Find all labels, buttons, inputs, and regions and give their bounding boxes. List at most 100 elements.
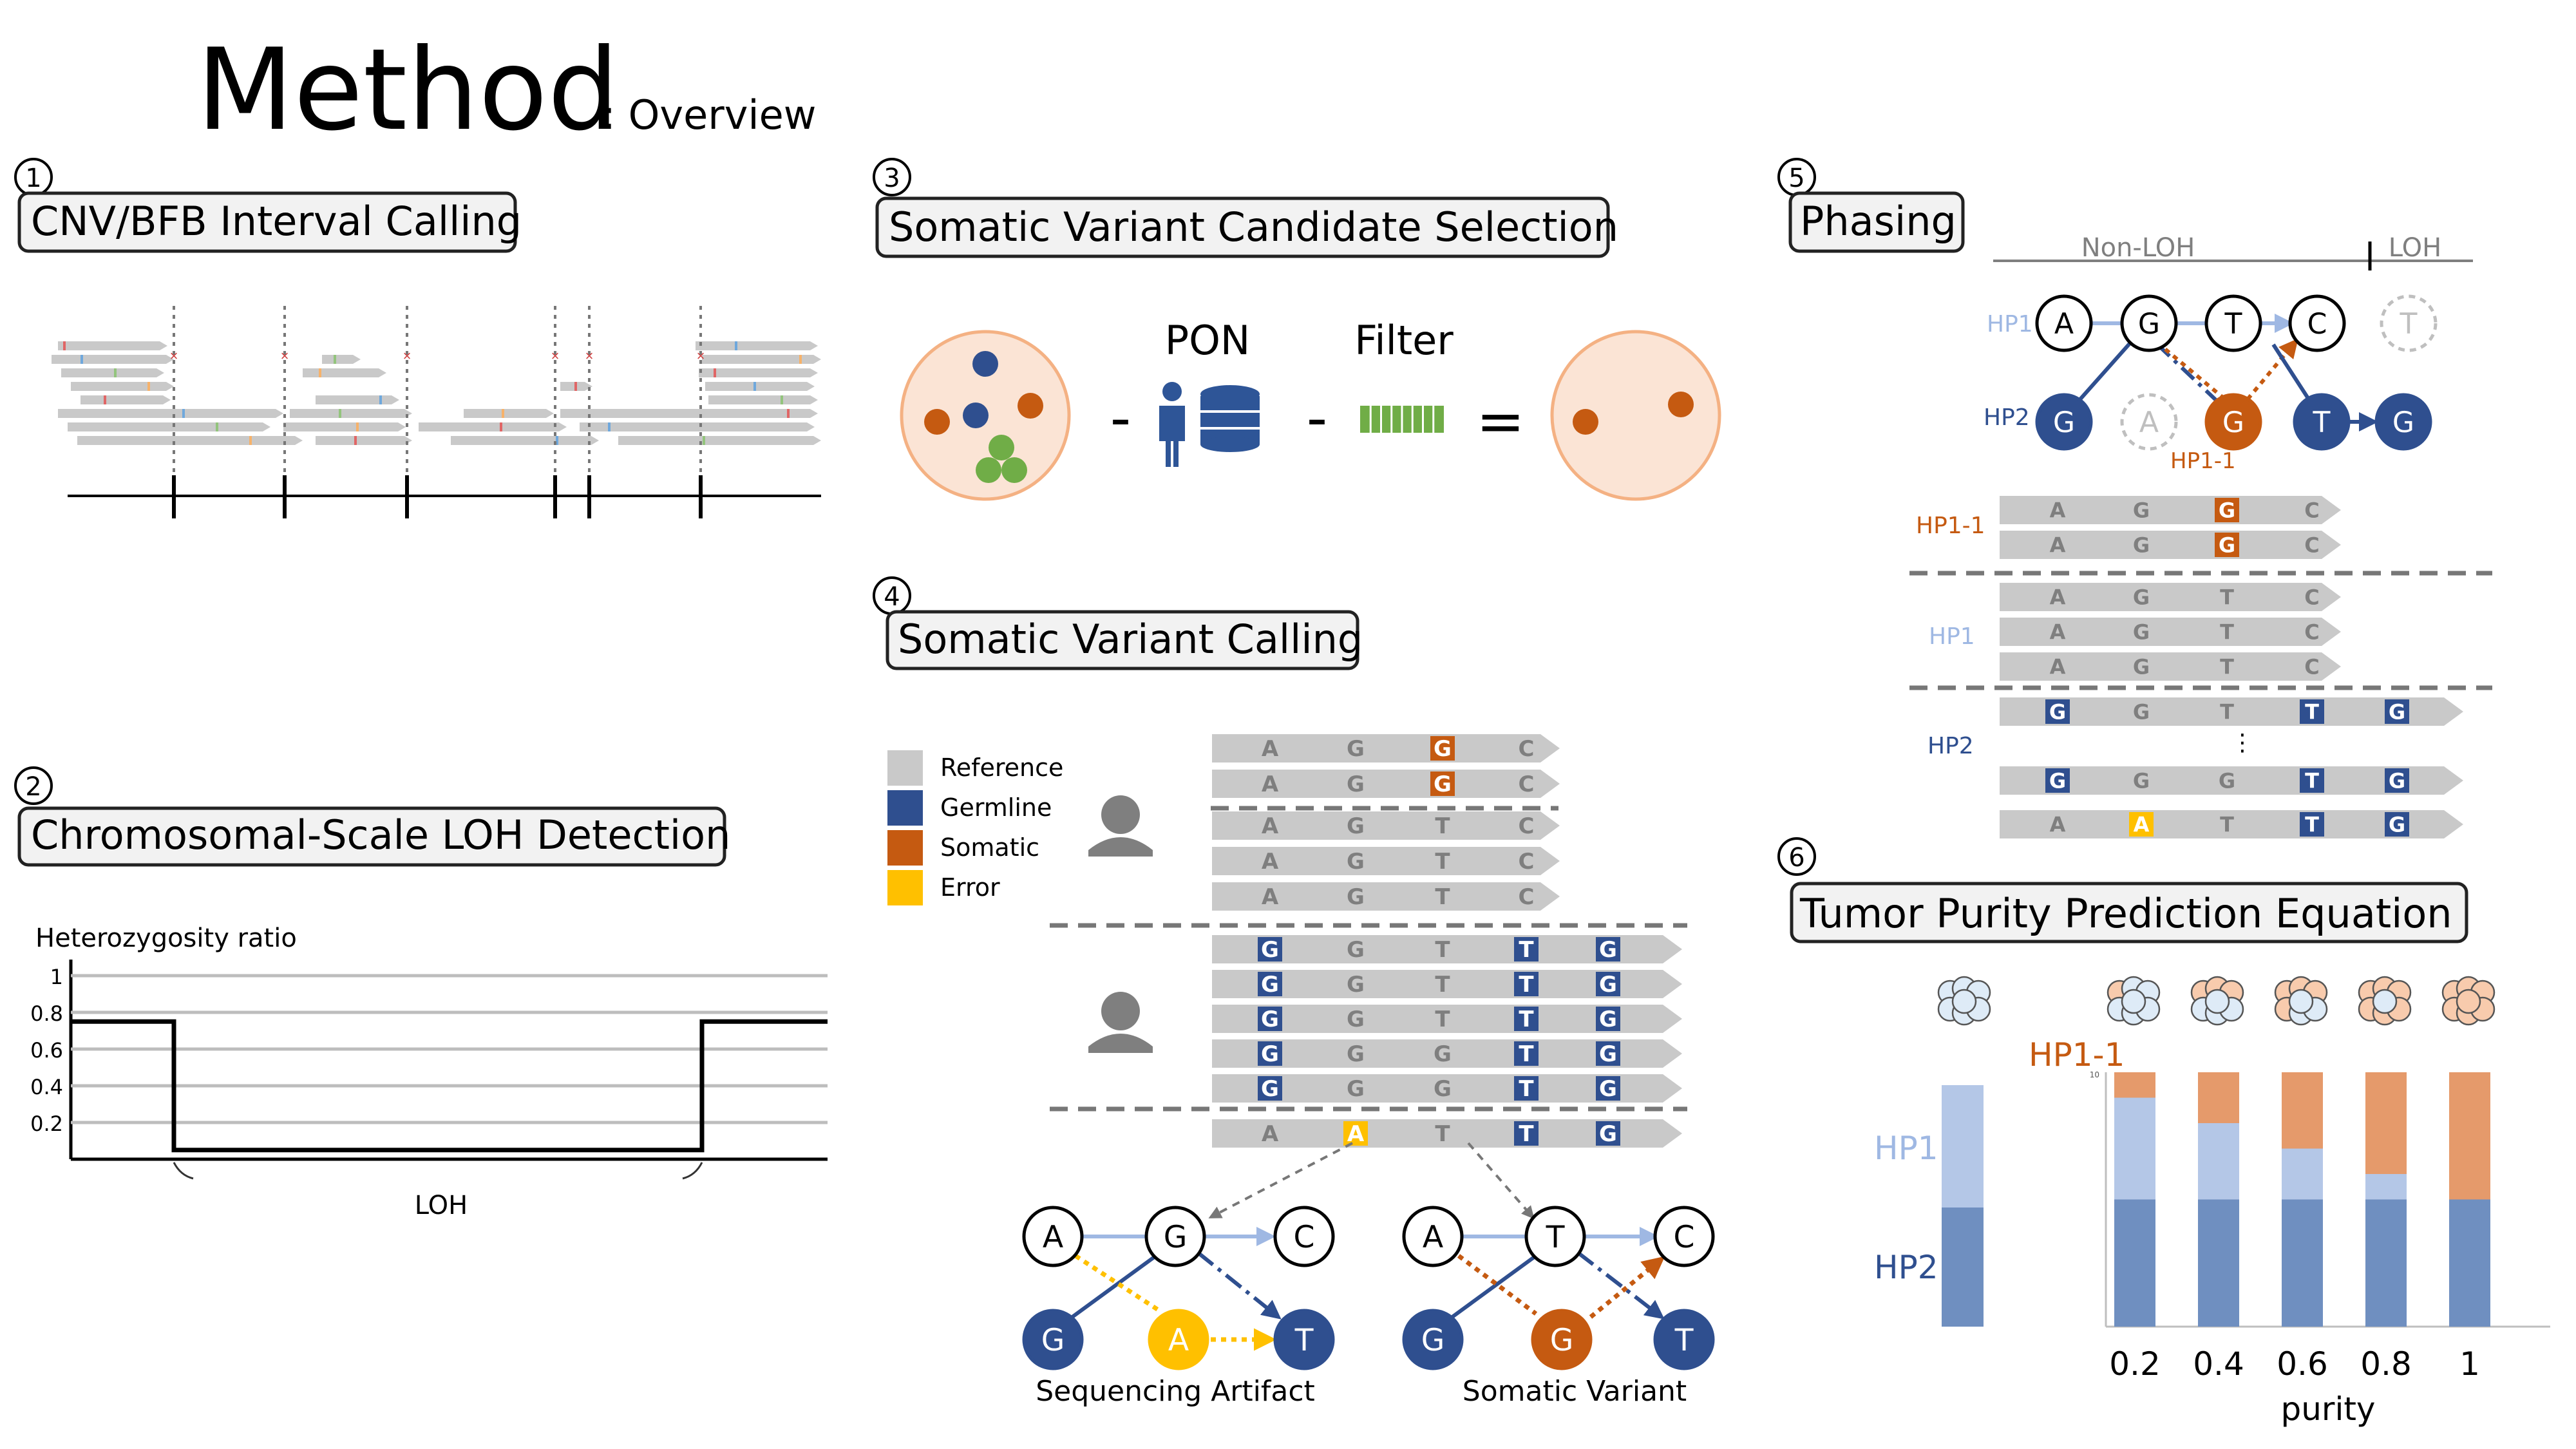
panel-number: 6 — [1788, 843, 1804, 873]
pon-label: PON — [1165, 317, 1251, 364]
artifact-dot — [1001, 457, 1027, 483]
read-base: A — [2050, 533, 2066, 558]
purity-xtick-label: 0.2 — [2109, 1345, 2161, 1383]
read — [1212, 882, 1560, 911]
read-base: C — [1519, 849, 1535, 875]
read-base: G — [1261, 1076, 1279, 1102]
read-base: G — [1347, 849, 1365, 875]
purity-cell — [2204, 989, 2230, 1014]
purity-bar-segment — [2365, 1199, 2407, 1327]
read-base: A — [2050, 620, 2066, 645]
cnv-read — [58, 341, 167, 350]
read-base: G — [1434, 1041, 1452, 1067]
graph-node-label: G — [2053, 406, 2075, 439]
read-base: T — [1519, 937, 1534, 963]
heterozygosity-line — [71, 1019, 828, 1153]
read-base: T — [2220, 620, 2234, 645]
cnv-read-variant — [356, 422, 359, 431]
base-highlight — [2300, 768, 2324, 793]
base-highlight — [1596, 1007, 1620, 1031]
page-subtitle: : Overview — [602, 91, 817, 138]
purity-cell — [2288, 989, 2314, 1014]
read-base: C — [2304, 498, 2319, 523]
read — [2000, 652, 2341, 681]
base-highlight — [2129, 812, 2154, 837]
purity-bar-segment — [2282, 1199, 2323, 1327]
purity-bar-segment — [2114, 1072, 2155, 1098]
cnv-breakpoint-mark: × — [697, 348, 705, 364]
purity-xtick-label: 1 — [2459, 1345, 2480, 1383]
panel-header-5: 5 Phasing — [1777, 158, 1965, 253]
read-base: T — [2220, 655, 2234, 679]
read — [2000, 531, 2341, 559]
panel-header-2: 2 Chromosomal-Scale LOH Detection — [14, 766, 730, 867]
read-base: T — [1435, 1121, 1450, 1147]
base-highlight — [2385, 812, 2409, 837]
cnv-read-variant — [334, 355, 336, 364]
cnv-read-variant — [339, 409, 341, 418]
cnv-breakpoint-mark: × — [403, 348, 412, 364]
cnv-read — [77, 436, 303, 445]
cnv-read — [316, 395, 399, 404]
read-base: G — [1347, 772, 1365, 797]
base-highlight — [1514, 1007, 1539, 1031]
purity-x-label: purity — [2280, 1390, 2375, 1428]
read-base: G — [1599, 1007, 1617, 1032]
panel-header-4: 4 Somatic Variant Calling — [873, 576, 1363, 670]
read-base: A — [1262, 1121, 1279, 1147]
read — [1212, 1039, 1682, 1068]
read-base: C — [2304, 655, 2319, 679]
filter-icon — [1360, 406, 1444, 433]
read — [1212, 734, 1560, 762]
cnv-read-variant — [216, 422, 218, 431]
graph-node — [2293, 393, 2351, 451]
read-base: G — [2049, 769, 2066, 793]
read-base: G — [2049, 700, 2066, 724]
read — [1212, 1119, 1682, 1148]
graph-node-label: A — [1423, 1220, 1443, 1255]
reads-ellipsis: ⋮ — [2231, 730, 2254, 756]
graph-node — [1531, 1309, 1593, 1370]
purity-cell — [2456, 989, 2481, 1014]
somatic-dot — [1018, 393, 1043, 419]
panel-number: 4 — [884, 582, 900, 612]
graph-node-label: G — [2138, 308, 2160, 341]
graph-node-label: G — [1041, 1323, 1065, 1358]
purity-bar-segment — [2449, 1199, 2490, 1327]
panel-label: Somatic Variant Calling — [898, 616, 1363, 663]
base-highlight — [1514, 1076, 1539, 1101]
read-base: G — [2133, 700, 2150, 724]
equals-sign: = — [1476, 388, 1524, 455]
somatic-variant-label: Somatic Variant — [1463, 1375, 1687, 1408]
base-highlight — [1596, 1041, 1620, 1066]
base-highlight — [2300, 699, 2324, 724]
loh-ytick-label: 0.6 — [30, 1038, 63, 1063]
cnv-read — [560, 409, 818, 418]
read — [1212, 770, 1560, 798]
cnv-read — [58, 409, 283, 418]
purity-panel: HP1-1 HP1 HP2 10 purity 0.2 0.4 0.6 0.8 1 — [1874, 976, 2550, 1428]
cnv-read — [290, 409, 412, 418]
read-base: G — [2133, 620, 2150, 645]
read-base: G — [1261, 1041, 1279, 1067]
loh-ytick-label: 1 — [50, 965, 63, 989]
read-base: C — [1519, 736, 1535, 762]
cnv-read — [71, 382, 174, 391]
loh-bracket-left — [173, 1162, 194, 1180]
read-base: C — [1519, 813, 1535, 839]
graph-node — [1273, 1309, 1335, 1370]
cnv-read — [61, 368, 164, 377]
purity-bar-segment — [2282, 1072, 2323, 1149]
read-base: G — [2133, 769, 2150, 793]
read — [2000, 810, 2463, 838]
purity-cell — [2372, 989, 2398, 1014]
graph-node-label: C — [2307, 308, 2327, 341]
read-base: A — [1262, 772, 1279, 797]
graph-node — [2120, 393, 2178, 451]
base-highlight — [1258, 937, 1282, 961]
loh-y-axis-label: Heterozygosity ratio — [35, 923, 297, 953]
graph-node-label: G — [1164, 1220, 1188, 1255]
graph-node-label: A — [1043, 1220, 1063, 1255]
reference-bar-hp2 — [1942, 1208, 1984, 1327]
